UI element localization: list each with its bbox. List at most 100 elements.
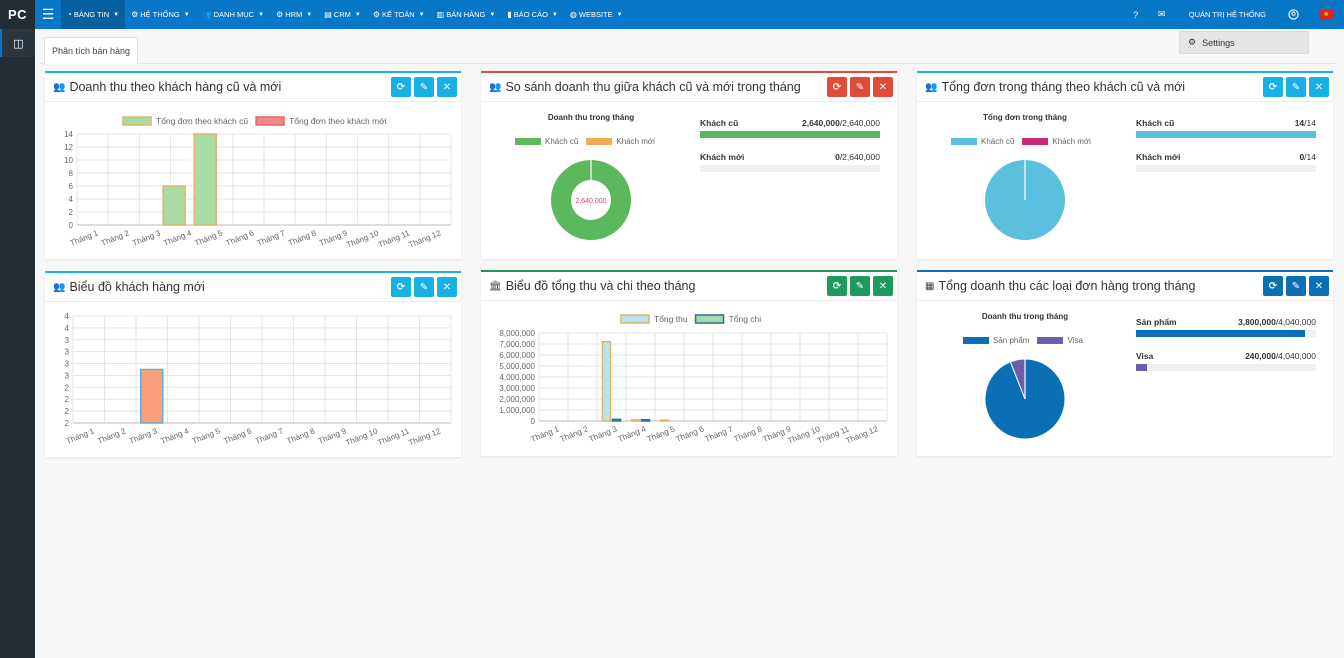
legend-label: Sản phẩm bbox=[993, 336, 1030, 345]
y-tick-label: 4,000,000 bbox=[499, 373, 535, 382]
progress-value: 0/2,640,000 bbox=[835, 152, 880, 162]
bar bbox=[601, 341, 612, 422]
panel-title: Tổng đơn trong tháng theo khách cũ và mớ… bbox=[941, 80, 1186, 94]
bar bbox=[640, 418, 651, 422]
legend-swatch bbox=[1037, 337, 1064, 345]
nav-item-7[interactable]: ▮ BÁO CÁO ▼ bbox=[501, 0, 564, 29]
x-tick-label: Tháng 8 bbox=[285, 426, 316, 446]
admin-menu[interactable]: QUẢN TRỊ HỆ THỐNG bbox=[1188, 10, 1266, 19]
columns-icon[interactable]: ◫ bbox=[0, 29, 35, 57]
nav-item-2[interactable]: 👥 DANH MỤC ▼ bbox=[196, 0, 270, 29]
nav-item-3[interactable]: ⚙ HRM ▼ bbox=[270, 0, 318, 29]
legend-label: Tổng đơn theo khách cũ bbox=[156, 116, 248, 126]
y-tick-label: 4 bbox=[65, 312, 70, 321]
donut-center-label: 2,640,000 bbox=[575, 198, 606, 205]
wrench-button[interactable]: ✎ bbox=[1286, 276, 1306, 296]
progress-bar bbox=[1136, 330, 1316, 337]
calendar-icon: ▤ bbox=[324, 10, 332, 19]
x-tick-label: Tháng 6 bbox=[675, 424, 706, 444]
close-button[interactable]: ✕ bbox=[1309, 77, 1329, 97]
caret-down-icon: ▼ bbox=[306, 11, 313, 18]
donut-hole bbox=[571, 180, 611, 220]
nav-item-8[interactable]: ◍ WEBSITE ▼ bbox=[564, 0, 629, 29]
x-tick-label: Tháng 6 bbox=[225, 228, 256, 248]
wrench-button[interactable]: ✎ bbox=[850, 77, 870, 97]
gears-icon: ⚙ bbox=[276, 10, 284, 19]
gears-icon: ⚙ bbox=[131, 10, 139, 19]
y-tick-label: 3 bbox=[65, 360, 70, 369]
tab-sales-analysis[interactable]: Phân tích bán hàng bbox=[44, 37, 138, 64]
x-tick-label: Tháng 4 bbox=[617, 424, 648, 444]
y-tick-label: 2 bbox=[65, 419, 70, 428]
x-tick-label: Tháng 7 bbox=[254, 426, 285, 446]
close-button[interactable]: ✕ bbox=[437, 77, 457, 97]
bar-chart-income-expense: Tổng thu Tổng chi 8,000,000 7,000,000 6,000,… bbox=[499, 314, 888, 446]
x-tick-label: Tháng 8 bbox=[287, 228, 318, 248]
mail-icon[interactable]: ✉ bbox=[1157, 9, 1166, 19]
legend-swatch bbox=[694, 314, 725, 324]
close-button[interactable]: ✕ bbox=[873, 276, 893, 296]
legend-label: Visa bbox=[1067, 336, 1083, 345]
nav-item-0[interactable]: ◔ BẢNG TIN ▼ bbox=[61, 0, 126, 29]
y-tick-label: 2 bbox=[65, 395, 70, 404]
wrench-button[interactable]: ✎ bbox=[414, 277, 434, 297]
progress-item: Visa 240,000/4,040,000 bbox=[1136, 351, 1316, 371]
file-icon: ▥ bbox=[436, 10, 445, 19]
close-button[interactable]: ✕ bbox=[1309, 276, 1329, 296]
nav-item-label: WEBSITE bbox=[578, 10, 613, 19]
progress-label: Khách cũ bbox=[700, 118, 739, 128]
refresh-button[interactable]: ⟳ bbox=[827, 77, 847, 97]
tab-divider bbox=[40, 63, 1336, 64]
nav-right: ? ✉ QUẢN TRỊ HỆ THỐNG bbox=[1123, 0, 1344, 29]
progress-total: /4,040,000 bbox=[1275, 317, 1316, 327]
legend-label: Khách mới bbox=[1052, 137, 1091, 146]
legend-item: Sản phẩm bbox=[963, 336, 1029, 345]
nav-item-5[interactable]: ⚙ KẾ TOÁN ▼ bbox=[367, 0, 431, 29]
close-button[interactable]: ✕ bbox=[873, 77, 893, 97]
cog-icon: ⚙ bbox=[372, 10, 381, 19]
sidebar: ◫ bbox=[0, 29, 35, 658]
brand-logo[interactable]: PC bbox=[0, 0, 35, 29]
refresh-button[interactable]: ⟳ bbox=[391, 277, 411, 297]
menu-toggle-icon[interactable]: ☰ bbox=[41, 6, 55, 22]
refresh-button[interactable]: ⟳ bbox=[1263, 276, 1283, 296]
user-avatar-icon[interactable] bbox=[1280, 9, 1306, 20]
x-tick-label: Tháng 3 bbox=[128, 426, 159, 446]
settings-menu-item[interactable]: ⚙ Settings bbox=[1179, 31, 1309, 54]
y-tick-label: 10 bbox=[64, 156, 73, 165]
legend-item: Khách mới bbox=[586, 137, 655, 146]
chart-subtitle: Doanh thu trong tháng bbox=[547, 113, 635, 122]
y-tick-label: 6,000,000 bbox=[499, 351, 535, 360]
caret-down-icon: ▼ bbox=[258, 11, 265, 18]
wrench-button[interactable]: ✎ bbox=[1286, 77, 1306, 97]
progress-value: 14/14 bbox=[1294, 118, 1316, 128]
help-icon[interactable]: ? bbox=[1133, 9, 1139, 20]
y-tick-label: 1,000,000 bbox=[499, 406, 535, 415]
refresh-button[interactable]: ⟳ bbox=[827, 276, 847, 296]
panel-revenue-compare: 👥 So sánh doanh thu giữa khách cũ và mới … bbox=[481, 71, 897, 259]
progress-fill bbox=[1136, 330, 1306, 337]
vietnam-flag-icon[interactable] bbox=[1320, 9, 1334, 20]
legend-label: Tổng đơn theo khách mới bbox=[289, 116, 387, 126]
bar-chart-revenue: Tổng đơn theo khách cũ Tổng đơn theo khác… bbox=[64, 116, 452, 250]
nav-item-label: HRM bbox=[285, 10, 303, 19]
refresh-button[interactable]: ⟳ bbox=[1263, 77, 1283, 97]
y-tick-label: 0 bbox=[531, 417, 536, 426]
x-tick-label: Tháng 7 bbox=[704, 424, 735, 444]
panel-new-customers: 👥 Biểu đồ khách hàng mới ⟳ ✎ ✕ 4 4 3 3 3 3 2 2 2 2… bbox=[45, 271, 461, 457]
wrench-button[interactable]: ✎ bbox=[414, 77, 434, 97]
nav-item-6[interactable]: ▥ BÁN HÀNG ▼ bbox=[431, 0, 502, 29]
users-icon: 👥 bbox=[53, 81, 66, 93]
refresh-button[interactable]: ⟳ bbox=[391, 77, 411, 97]
wrench-button[interactable]: ✎ bbox=[850, 276, 870, 296]
progress-fill bbox=[1136, 364, 1147, 371]
close-button[interactable]: ✕ bbox=[437, 277, 457, 297]
caret-down-icon: ▼ bbox=[354, 11, 361, 18]
progress-item: Sản phẩm 3,800,000/4,040,000 bbox=[1136, 317, 1316, 337]
pie-chart-orders bbox=[985, 160, 1065, 240]
legend-label: Khách mới bbox=[616, 137, 655, 146]
panel-title: Biểu đồ tổng thu và chi theo tháng bbox=[505, 279, 696, 293]
y-tick-label: 0 bbox=[69, 221, 74, 230]
nav-item-4[interactable]: ▤ CRM ▼ bbox=[318, 0, 367, 29]
nav-item-1[interactable]: ⚙ HỆ THỐNG ▼ bbox=[125, 0, 196, 29]
